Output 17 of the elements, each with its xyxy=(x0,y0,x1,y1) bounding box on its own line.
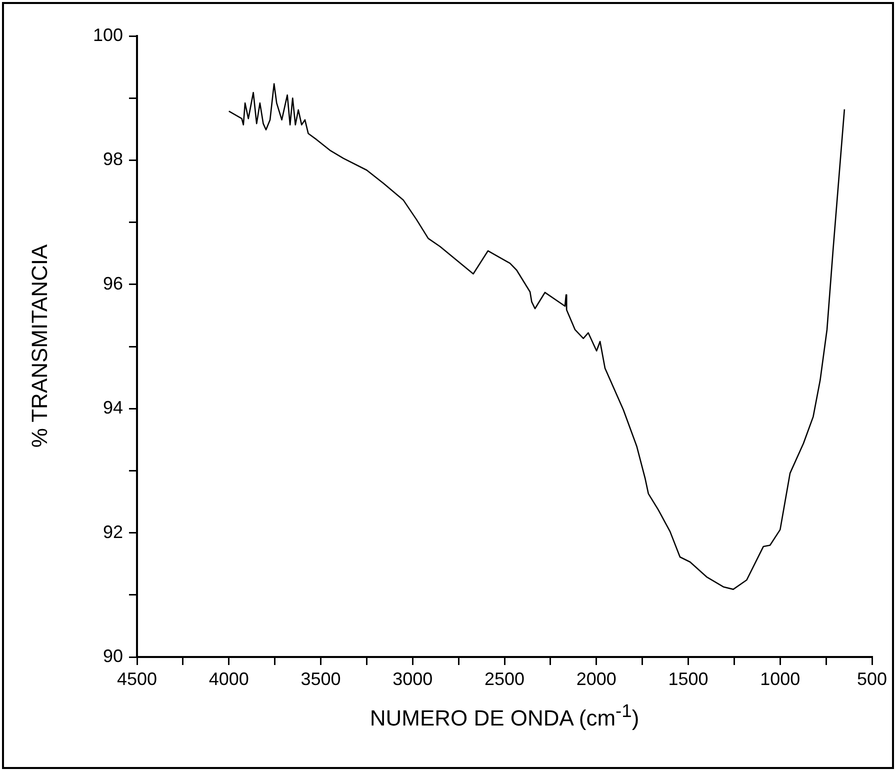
x-axis-title: NUMERO DE ONDA (cm$^{-1}$) xyxy=(368,700,640,732)
x-tick-label: 3000 xyxy=(392,668,433,689)
x-tick-label: 2000 xyxy=(576,668,616,689)
x-tick-label: 500 xyxy=(856,668,888,689)
y-axis-title: % TRANSMITANCIA xyxy=(27,244,53,448)
y-tick-label: 100 xyxy=(92,24,123,45)
y-tick-label: 94 xyxy=(102,398,123,418)
y-tick-label: 92 xyxy=(102,522,123,542)
x-tick-label: 4000 xyxy=(208,668,249,689)
y-tick-label: 90 xyxy=(102,646,123,666)
x-tick-label: 4500 xyxy=(116,668,158,689)
x-tick-label: 1000 xyxy=(760,668,800,689)
x-tick-label: 2500 xyxy=(484,668,525,689)
y-tick-label: 96 xyxy=(102,273,123,294)
x-tick-label: 3500 xyxy=(300,668,341,689)
x-tick-label: 1500 xyxy=(668,668,708,689)
y-tick-label: 98 xyxy=(102,149,123,170)
